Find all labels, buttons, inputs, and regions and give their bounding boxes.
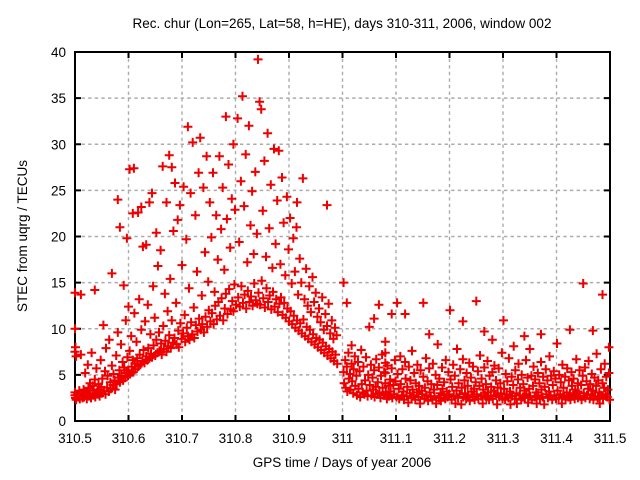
x-tick-label: 311.1 [380, 431, 413, 446]
y-tick-label: 25 [51, 183, 66, 198]
x-tick-label: 311.4 [540, 431, 573, 446]
x-tick-label: 310.5 [58, 431, 92, 446]
y-tick-label: 15 [51, 276, 66, 291]
y-tick-label: 5 [58, 368, 66, 383]
data-points [70, 54, 614, 409]
x-tick-label: 310.7 [165, 431, 199, 446]
y-tick-label: 35 [51, 91, 66, 106]
x-tick-label: 310.9 [272, 431, 306, 446]
y-tick-label: 0 [58, 414, 66, 429]
x-tick-label: 311.2 [433, 431, 466, 446]
y-axis-label: STEC from uqrg / TECUs [15, 160, 30, 312]
x-tick-label: 311.5 [594, 431, 627, 446]
scatter-plus-markers [70, 54, 614, 409]
y-tick-label: 30 [51, 137, 66, 152]
x-tick-label: 310.8 [219, 431, 253, 446]
plot-border-and-ticks [74, 51, 611, 422]
x-tick-label: 311.3 [487, 431, 520, 446]
y-tick-label: 40 [51, 45, 66, 60]
gridlines [75, 52, 610, 421]
x-tick-label: 311 [332, 431, 354, 446]
chart-title: Rec. chur (Lon=265, Lat=58, h=HE), days … [133, 16, 552, 31]
x-axis-label: GPS time / Days of year 2006 [253, 455, 432, 470]
y-tick-label: 20 [51, 230, 66, 245]
y-tick-label: 10 [51, 322, 66, 337]
x-tick-label: 310.6 [112, 431, 146, 446]
tick-labels: 310.5 310.6 310.7 310.8 310.9 311 311.1 311.2 31… [51, 45, 626, 446]
